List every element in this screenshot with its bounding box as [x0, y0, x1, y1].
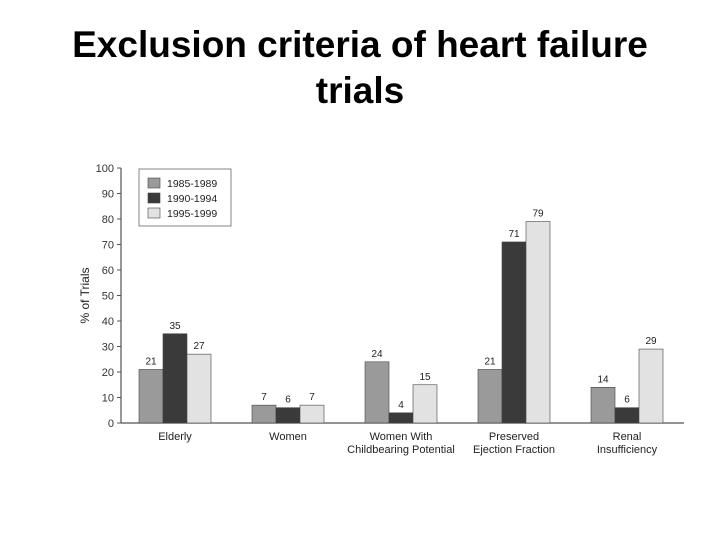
bar-value-label: 14: [597, 374, 609, 385]
bar-value-label: 4: [398, 400, 404, 411]
y-tick-label: 40: [102, 316, 114, 328]
y-tick-label: 90: [102, 189, 114, 201]
x-tick-label: Insufficiency: [597, 444, 658, 456]
x-tick-label: Renal: [613, 431, 642, 443]
bar-value-label: 21: [484, 356, 496, 367]
y-tick-label: 20: [102, 367, 114, 379]
bar: [412, 384, 438, 424]
bar-value-label: 27: [193, 341, 205, 352]
slide-title-line-2: trials: [315, 70, 405, 111]
x-tick-label: Women: [269, 431, 307, 443]
bar: [614, 407, 640, 424]
y-tick-label: 60: [102, 265, 114, 277]
bar: [364, 361, 390, 424]
legend-swatch: [147, 177, 161, 189]
y-tick-label: 30: [102, 342, 114, 354]
bar: [638, 348, 664, 424]
legend-label: 1990-1994: [167, 193, 217, 205]
x-tick-label: Women With: [370, 431, 433, 443]
legend-label: 1995-1999: [167, 208, 217, 220]
y-axis-label: % of Trials: [78, 267, 92, 323]
bar-value-label: 29: [645, 336, 657, 347]
x-tick-label: Elderly: [158, 431, 192, 443]
bar: [525, 221, 551, 424]
slide-title-line-1: Exclusion criteria of heart failure: [72, 24, 648, 65]
slide-title: Exclusion criteria of heart failure tria…: [0, 22, 720, 114]
bar-value-label: 6: [285, 395, 291, 406]
y-tick-label: 80: [102, 214, 114, 226]
bar: [477, 369, 503, 424]
y-tick-label: 70: [102, 240, 114, 252]
bar-value-label: 7: [261, 392, 267, 403]
bar-value-label: 15: [419, 372, 431, 383]
bar: [251, 404, 277, 424]
legend-label: 1985-1989: [167, 178, 217, 190]
grouped-bar-chart: 0 10 20 30 40 50 60 70 80 90 100 % of Trials 21 35 27 E…: [78, 163, 684, 456]
x-tick-label: Ejection Fraction: [473, 444, 555, 456]
bar: [299, 404, 325, 424]
bar: [590, 387, 616, 424]
x-tick-label: Childbearing Potential: [347, 444, 455, 456]
y-tick-label: 10: [102, 393, 114, 405]
y-tick-label: 50: [102, 291, 114, 303]
legend-swatch: [147, 207, 161, 219]
y-tick-label: 0: [108, 418, 114, 430]
bar-value-label: 79: [532, 209, 544, 220]
bar: [275, 407, 301, 424]
bar-value-label: 7: [309, 392, 315, 403]
x-tick-label: Preserved: [489, 431, 539, 443]
bar: [388, 412, 414, 424]
bar: [162, 333, 188, 424]
bar: [138, 369, 164, 424]
bar-value-label: 21: [145, 356, 157, 367]
bar-value-label: 24: [371, 349, 383, 360]
bar-value-label: 6: [624, 395, 630, 406]
bar: [186, 353, 212, 424]
y-tick-label: 100: [96, 163, 114, 175]
legend-swatch: [147, 192, 161, 204]
bar-value-label: 71: [508, 229, 520, 240]
bar: [501, 241, 527, 424]
bar-value-label: 35: [169, 321, 181, 332]
